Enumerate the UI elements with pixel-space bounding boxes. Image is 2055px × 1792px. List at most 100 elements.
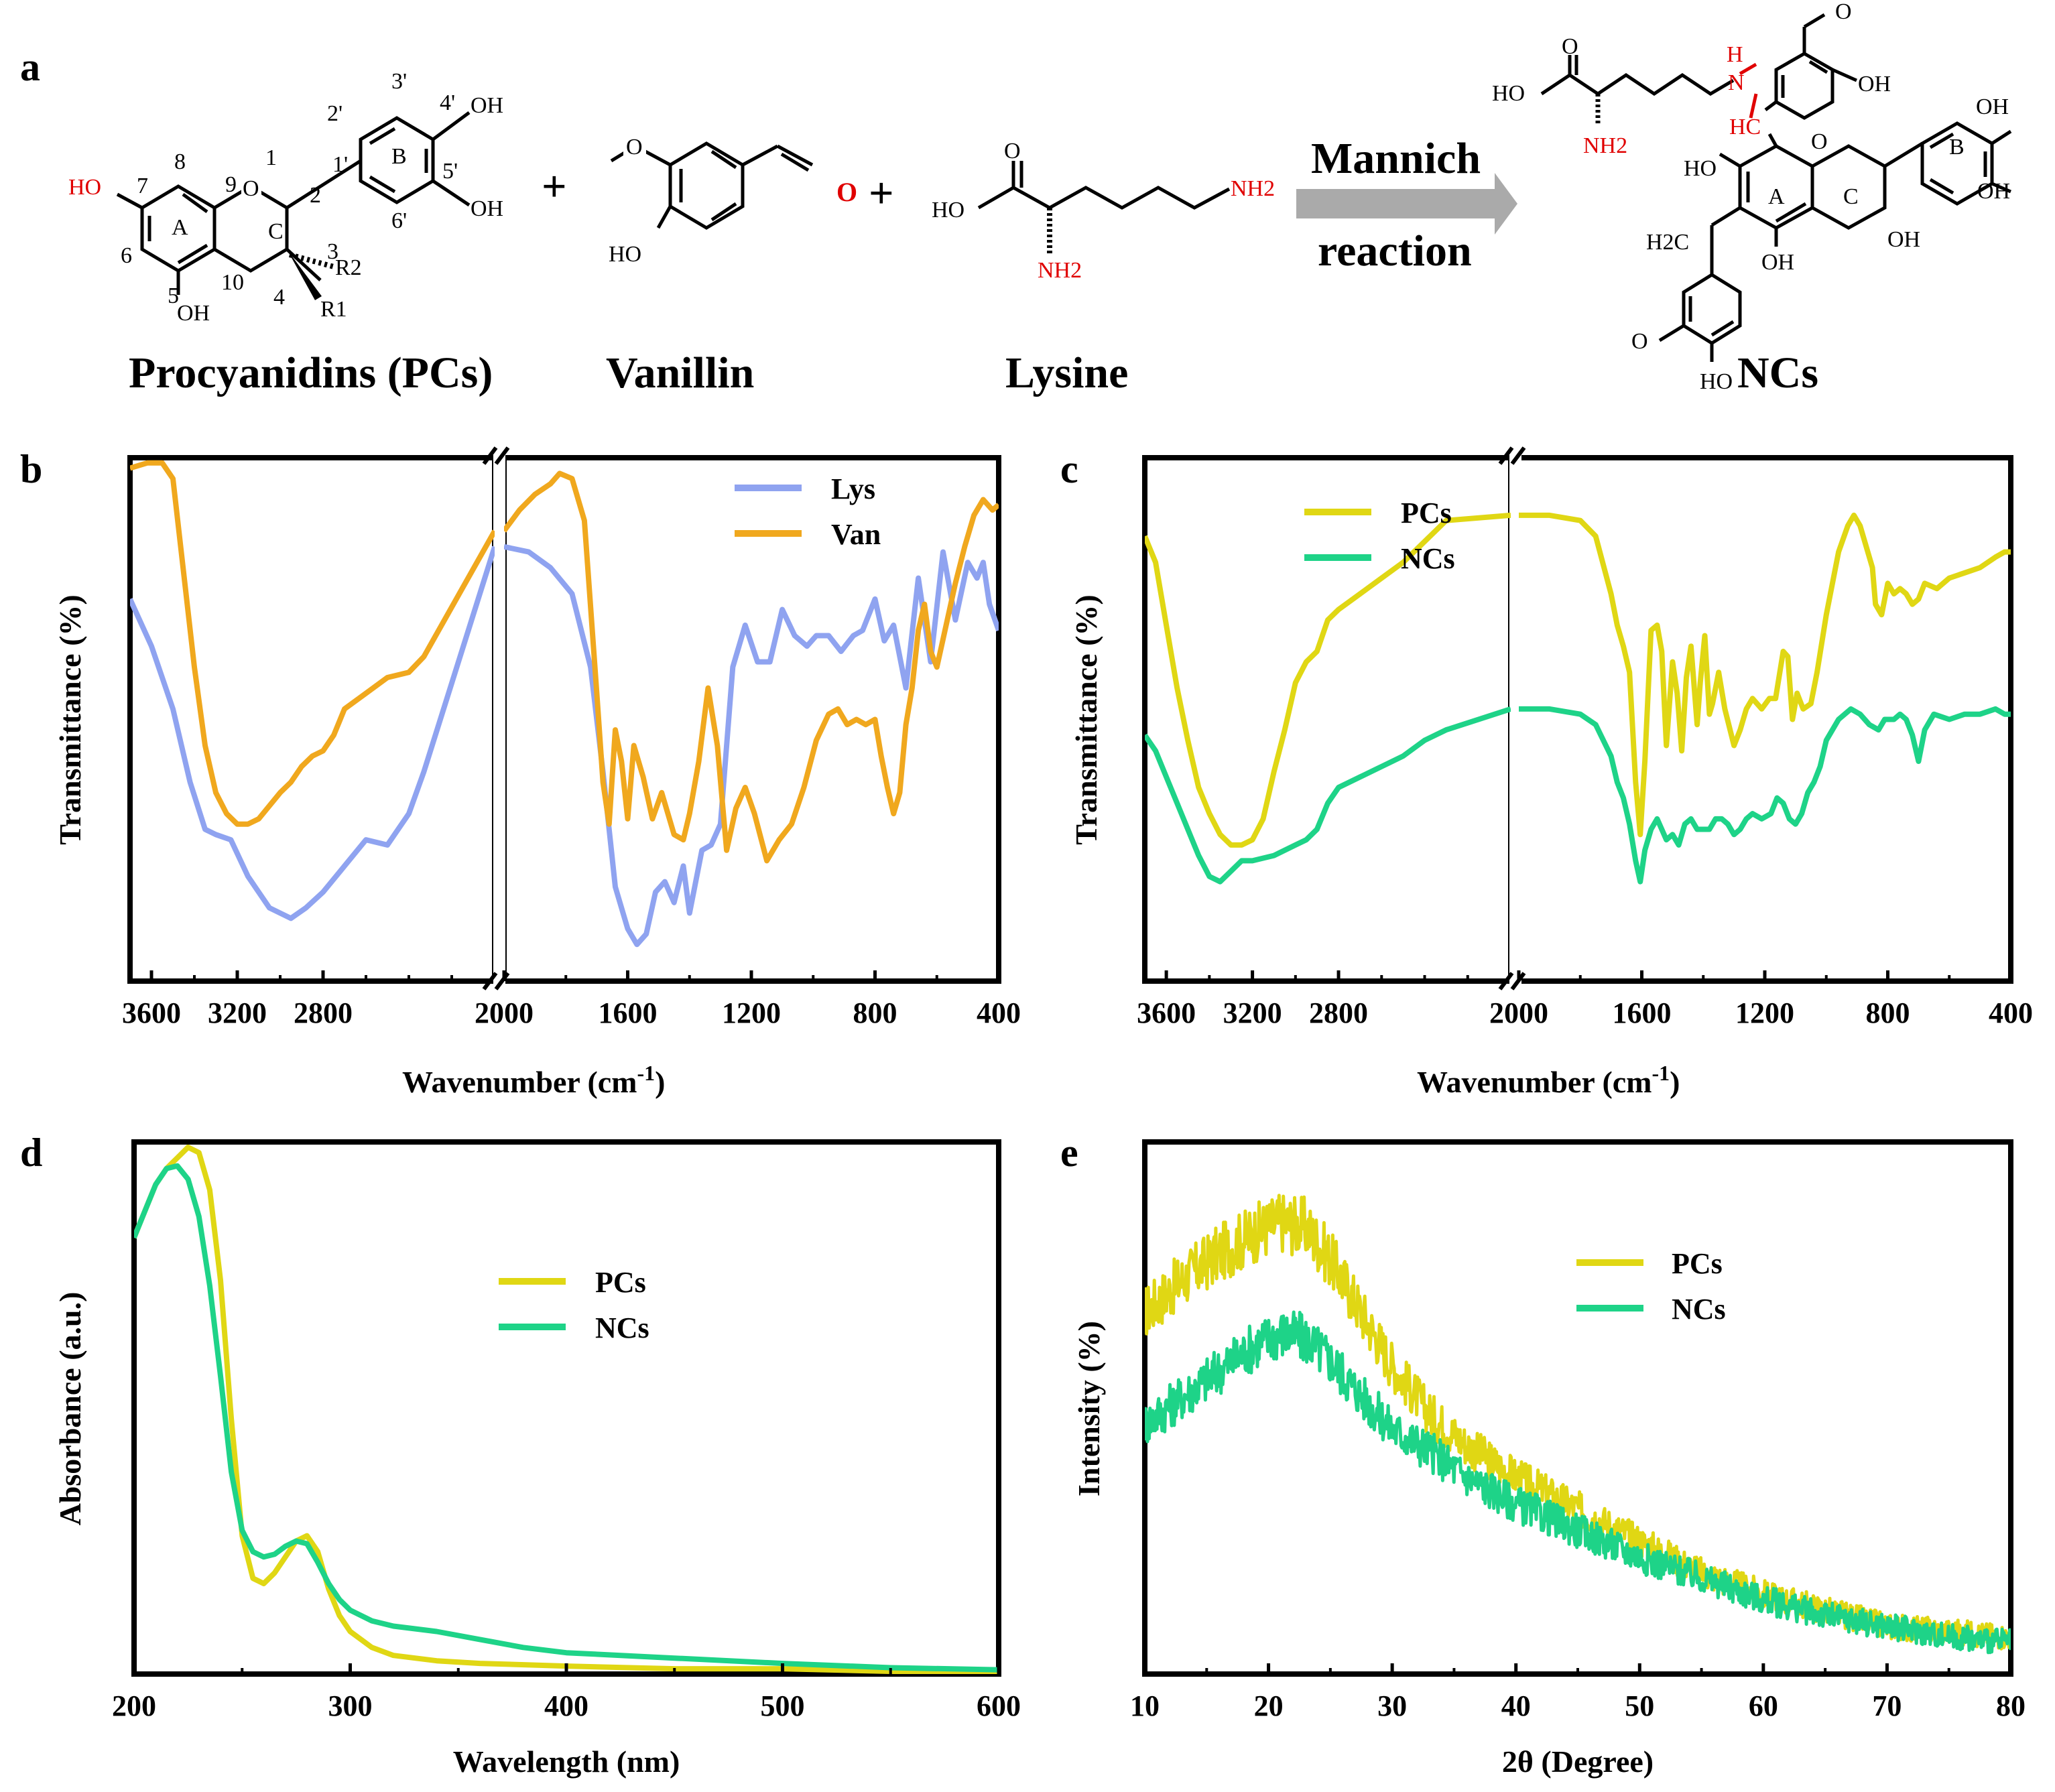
nc-oh-b2: OH [1977,179,2010,204]
series-line-van-left [130,460,495,827]
pc-oh-5: OH [177,301,210,326]
nc-ring-a: A [1768,184,1785,209]
nc-ring-c: C [1843,184,1859,209]
lys-nh2-alpha: NH2 [1038,258,1082,283]
lysine-structure [977,161,1231,255]
plot-frame-c-left [1142,455,1513,984]
lysine-name: Lysine [1005,348,1128,397]
panel-label-b: b [20,447,42,491]
x-tick-label: 3200 [208,997,267,1029]
y-axis-label-e: Intensity (%) [1072,1321,1106,1496]
panel-label-d: d [20,1131,42,1175]
series-line-pcs-left [1145,512,1511,848]
legend-label-van: Van [831,518,881,551]
panel-e: e 10 20 30 40 50 60 70 80 PCs NCs 2θ (Degree) I… [1060,1131,2026,1779]
pc-num-8: 8 [174,149,186,174]
x-ticks-d: 200 300 400 500 600 [112,1663,1021,1722]
x-tick-label: 70 [1872,1689,1902,1722]
pc-num-5p: 5' [442,159,458,184]
panel-c: c 3600 3200 2800 2000 1600 1200 800 400 PCs NCs… [1060,442,2033,1099]
pc-num-3p: 3' [391,69,407,94]
x-tick-label: 10 [1130,1689,1160,1722]
nc-o-acid: O [1562,34,1578,59]
nc-h: H [1727,42,1743,67]
x-tick-label: 500 [761,1689,805,1722]
pc-num-6p: 6' [391,208,407,233]
nc-oh-van: OH [1858,72,1891,97]
legend-label-ncs: NCs [1672,1293,1726,1326]
x-tick-label: 200 [112,1689,156,1722]
nc-ho-acid: HO [1492,81,1525,106]
pc-num-3: 3 [327,239,338,264]
pc-ring-a-label: A [172,215,188,240]
legend-e: PCs NCs [1576,1247,1726,1326]
legend-label-pcs: PCs [1401,497,1452,529]
x-axis-label-d: Wavelength (nm) [453,1744,680,1779]
nc-o-ring: O [1811,129,1828,154]
series-line-pcs-right [1519,512,2011,838]
panel-b: b 3600 3200 2800 2000 1600 1200 800 400 Lys Van… [20,442,1021,1099]
pc-num-1p: 1' [332,152,348,177]
ncs-name: NCs [1737,348,1818,397]
series-line-lys-left [130,546,495,921]
vanillin-structure [610,141,814,230]
panel-label-c: c [1060,447,1078,491]
van-ho: HO [609,242,641,267]
legend-label-lys: Lys [831,472,875,505]
x-tick-label: 40 [1501,1689,1531,1722]
arrow-bottom-label: reaction [1318,227,1472,275]
panel-label-e: e [1060,1131,1078,1175]
van-o-methoxy: O [626,135,643,159]
legend-label-ncs: NCs [595,1311,649,1344]
y-axis-label-d: Absorbance (a.u.) [53,1292,87,1526]
pc-num-2p: 2' [327,101,342,126]
x-axis-label-b: Wavenumber (cm-1) [402,1061,666,1099]
x-tick-label: 1200 [1735,997,1794,1029]
series-line-pcs [134,1144,999,1674]
pc-num-4p: 4' [440,90,455,115]
x-tick-label: 1200 [722,997,781,1029]
pc-num-6: 6 [121,243,132,268]
pc-r2: R2 [335,255,362,280]
series-line-van-right [504,470,999,864]
pc-ring-b-label: B [391,144,407,169]
x-tick-label: 80 [1996,1689,2026,1722]
pc-ring-c-label: C [268,219,284,244]
panel-d: d 200 300 400 500 600 PCs NCs Wavelength (nm… [20,1131,1021,1779]
nc-oh-c3: OH [1887,227,1920,252]
nc-oh-a5: OH [1761,250,1794,275]
plus-1: + [542,162,567,211]
nc-ring-b: B [1949,135,1965,159]
pc-num-5: 5 [168,283,179,308]
x-tick-label: 20 [1254,1689,1284,1722]
x-tick-label: 1600 [1613,997,1672,1029]
pc-ho-7: HO [68,175,101,200]
x-tick-label: 1600 [599,997,658,1029]
van-o-mask [623,133,646,157]
x-tick-label: 3600 [122,997,181,1029]
x-ticks-c: 3600 3200 2800 2000 1600 1200 800 400 [1137,970,2033,1029]
x-tick-label: 3200 [1223,997,1282,1029]
nc-o-methoxy: O [1835,0,1852,24]
pc-o1: O [243,176,259,201]
pc-num-7: 7 [137,174,148,198]
nc-hc: HC [1729,115,1761,139]
series-line-lys-right [504,543,999,948]
axis-break-gap-c [1509,442,1521,1005]
vanillin-name: Vanillin [606,348,754,397]
reaction-arrow [1296,173,1517,235]
nc-oh-b1: OH [1976,94,2009,119]
legend-label-pcs: PCs [595,1266,646,1299]
x-tick-label: 300 [328,1689,373,1722]
plus-2: + [869,169,894,218]
x-tick-label: 3600 [1137,997,1196,1029]
x-ticks-b: 3600 3200 2800 2000 1600 1200 800 400 [122,970,1021,1029]
legend-label-pcs: PCs [1672,1247,1723,1280]
x-tick-label: 2800 [1309,997,1368,1029]
x-ticks-e: 10 20 30 40 50 60 70 80 [1130,1663,2026,1722]
x-tick-label: 2000 [1489,997,1548,1029]
x-tick-label: 30 [1377,1689,1407,1722]
pc-oh-4p: OH [471,93,503,118]
series-line-ncs [1145,1310,2011,1655]
